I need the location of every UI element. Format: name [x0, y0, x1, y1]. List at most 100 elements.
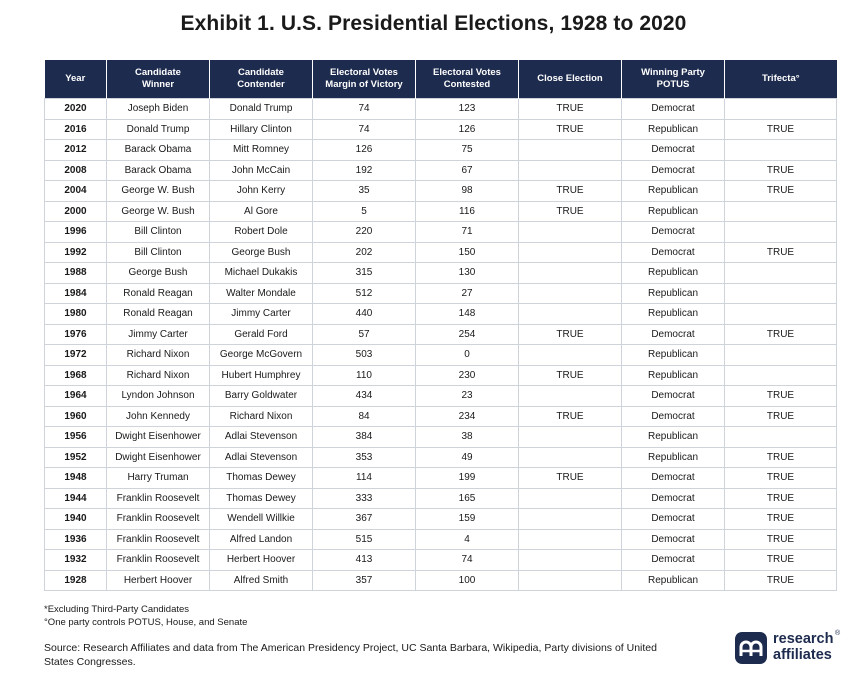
cell-ev-margin: 333	[312, 487, 416, 509]
cell-ev-contested: 38	[415, 426, 519, 448]
cell-close-election	[518, 549, 622, 571]
cell-close-election	[518, 303, 622, 325]
cell-candidate-winner: Barack Obama	[106, 139, 210, 161]
cell-ev-margin: 440	[312, 303, 416, 325]
table-row: 1960 John Kennedy Richard Nixon 84 234 TRUE De…	[44, 405, 837, 427]
table-row: 2004 George W. Bush John Kerry 35 98 TRUE Repu…	[44, 180, 837, 202]
cell-close-election: TRUE	[518, 200, 622, 222]
cell-candidate-winner: Herbert Hoover	[106, 569, 210, 591]
cell-winning-party: Republican	[621, 446, 725, 468]
table-row: 1984 Ronald Reagan Walter Mondale 512 27 Repu…	[44, 282, 837, 304]
page-title: Exhibit 1. U.S. Presidential Elections, …	[180, 12, 687, 35]
cell-year: 1996	[44, 221, 107, 243]
cell-winning-party: Democrat	[621, 528, 725, 550]
cell-candidate-contender: Barry Goldwater	[209, 385, 313, 407]
source-note: Source: Research Affiliates and data fro…	[44, 642, 657, 668]
cell-candidate-contender: Wendell Willkie	[209, 508, 313, 530]
column-header-line: Contested	[443, 79, 491, 90]
cell-trifecta: TRUE	[724, 405, 837, 427]
table-row: 1952 Dwight Eisenhower Adlai Stevenson 353 4…	[44, 446, 837, 468]
cell-winning-party: Democrat	[621, 549, 725, 571]
column-header-close-election: Close Election	[518, 60, 622, 99]
cell-ev-contested: 67	[415, 159, 519, 181]
column-header-line: Trifecta°	[761, 73, 800, 84]
cell-close-election	[518, 569, 622, 591]
cell-ev-contested: 98	[415, 180, 519, 202]
cell-ev-margin: 202	[312, 241, 416, 263]
cell-ev-margin: 192	[312, 159, 416, 181]
cell-trifecta	[724, 139, 837, 161]
cell-winning-party: Republican	[621, 344, 725, 366]
cell-ev-margin: 503	[312, 344, 416, 366]
cell-close-election	[518, 385, 622, 407]
cell-trifecta: TRUE	[724, 323, 837, 345]
table-row: 2016 Donald Trump Hillary Clinton 74 126 TRUE…	[44, 118, 837, 140]
cell-trifecta: TRUE	[724, 385, 837, 407]
cell-trifecta: TRUE	[724, 549, 837, 571]
cell-candidate-contender: Hillary Clinton	[209, 118, 313, 140]
cell-ev-contested: 199	[415, 467, 519, 489]
cell-trifecta: TRUE	[724, 569, 837, 591]
cell-winning-party: Republican	[621, 426, 725, 448]
cell-year: 2012	[44, 139, 107, 161]
logo-line-affiliates: affiliates	[773, 647, 832, 663]
column-header-line: Winner	[141, 79, 175, 90]
cell-trifecta: TRUE	[724, 180, 837, 202]
cell-candidate-winner: Richard Nixon	[106, 344, 210, 366]
cell-trifecta: TRUE	[724, 528, 837, 550]
cell-candidate-contender: Thomas Dewey	[209, 467, 313, 489]
column-header-line: Candidate	[135, 67, 181, 78]
cell-ev-contested: 100	[415, 569, 519, 591]
column-header-ev-contested: Electoral Votes Contested	[415, 60, 519, 99]
logo-line-research: research	[773, 631, 834, 647]
cell-year: 1992	[44, 241, 107, 263]
cell-year: 1956	[44, 426, 107, 448]
column-header-line: Candidate	[238, 67, 284, 78]
cell-year: 1976	[44, 323, 107, 345]
table-row: 1956 Dwight Eisenhower Adlai Stevenson 384 3…	[44, 426, 837, 448]
cell-ev-margin: 367	[312, 508, 416, 530]
column-header-line: Electoral Votes	[433, 67, 501, 78]
cell-trifecta: TRUE	[724, 118, 837, 140]
cell-close-election: TRUE	[518, 118, 622, 140]
column-header-line: Electoral Votes	[330, 67, 398, 78]
cell-candidate-winner: Dwight Eisenhower	[106, 426, 210, 448]
cell-ev-margin: 434	[312, 385, 416, 407]
cell-candidate-winner: Barack Obama	[106, 159, 210, 181]
cell-candidate-winner: Jimmy Carter	[106, 323, 210, 345]
cell-ev-contested: 230	[415, 364, 519, 386]
cell-candidate-contender: Al Gore	[209, 200, 313, 222]
cell-ev-margin: 57	[312, 323, 416, 345]
cell-ev-margin: 5	[312, 200, 416, 222]
cell-ev-margin: 74	[312, 118, 416, 140]
table-body: 2020 Joseph Biden Donald Trump 74 123 TRUE Dem…	[44, 98, 837, 591]
cell-close-election: TRUE	[518, 405, 622, 427]
cell-close-election	[518, 262, 622, 284]
cell-winning-party: Republican	[621, 180, 725, 202]
cell-close-election	[518, 508, 622, 530]
cell-year: 1960	[44, 405, 107, 427]
cell-winning-party: Democrat	[621, 323, 725, 345]
cell-trifecta	[724, 344, 837, 366]
column-header-candidate-winner: Candidate Winner	[106, 60, 210, 99]
cell-ev-margin: 74	[312, 98, 416, 120]
cell-candidate-winner: Franklin Roosevelt	[106, 487, 210, 509]
table-row: 1968 Richard Nixon Hubert Humphrey 110 230 TR…	[44, 364, 837, 386]
cell-year: 1952	[44, 446, 107, 468]
cell-winning-party: Democrat	[621, 467, 725, 489]
cell-close-election: TRUE	[518, 323, 622, 345]
table-row: 2000 George W. Bush Al Gore 5 116 TRUE Republi…	[44, 200, 837, 222]
cell-candidate-contender: Mitt Romney	[209, 139, 313, 161]
cell-winning-party: Democrat	[621, 241, 725, 263]
column-header-line: Contender	[237, 79, 285, 90]
cell-ev-margin: 84	[312, 405, 416, 427]
cell-ev-margin: 515	[312, 528, 416, 550]
cell-candidate-winner: George W. Bush	[106, 200, 210, 222]
cell-trifecta	[724, 426, 837, 448]
cell-candidate-contender: John McCain	[209, 159, 313, 181]
cell-year: 1984	[44, 282, 107, 304]
cell-close-election	[518, 344, 622, 366]
cell-candidate-contender: John Kerry	[209, 180, 313, 202]
cell-candidate-contender: Hubert Humphrey	[209, 364, 313, 386]
cell-ev-margin: 384	[312, 426, 416, 448]
